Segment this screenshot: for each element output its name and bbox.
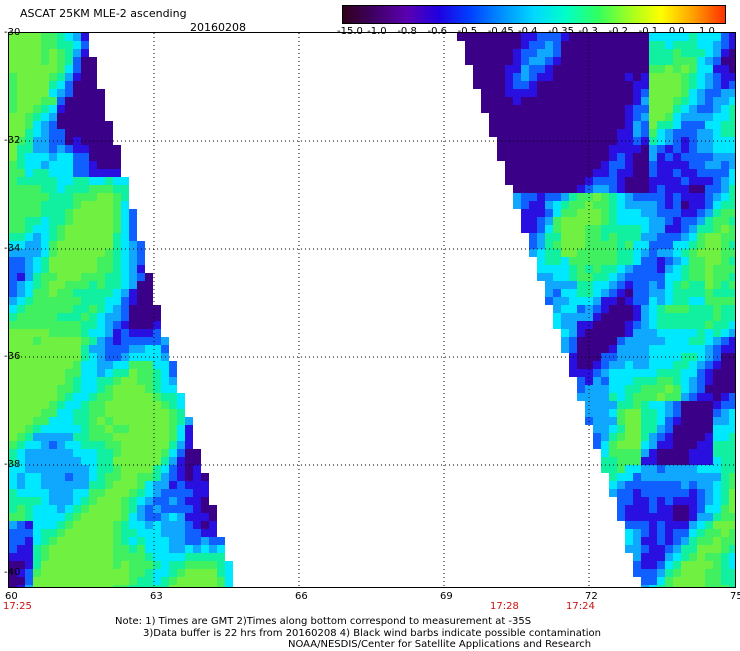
latitude-tick-label: -32 xyxy=(4,135,21,146)
longitude-tick-label: 72 xyxy=(585,591,598,602)
colorbar-tick-label: -0.6 xyxy=(427,26,448,37)
note-line-1: Note: 1) Times are GMT 2)Times along bot… xyxy=(115,616,532,627)
note-line-2: 3)Data buffer is 22 hrs from 20160208 4)… xyxy=(143,627,601,639)
colorbar-tick-label: 0.0 xyxy=(668,26,685,37)
latitude-tick-label: -40 xyxy=(4,567,21,578)
swath-map xyxy=(9,33,735,587)
colorbar-tick-label: -0.35 xyxy=(548,26,575,37)
colorbar-tick-label: -15.0 xyxy=(337,26,363,37)
map-plot xyxy=(8,32,736,588)
time-label-left: 17:25 xyxy=(3,601,32,612)
latitude-tick-label: -30 xyxy=(4,27,21,38)
chart-date: 20160208 xyxy=(190,21,246,34)
longitude-tick-label: 60 xyxy=(5,591,18,602)
colorbar-tick-label: -0.8 xyxy=(397,26,417,37)
colorbar-tick-label: -0.3 xyxy=(578,26,598,37)
longitude-tick-label: 69 xyxy=(440,591,453,602)
latitude-tick-label: -34 xyxy=(4,243,21,254)
time-label-right: 17:24 xyxy=(566,601,595,612)
latitude-tick-label: -38 xyxy=(4,459,21,470)
colorbar-tick-label: -0.5 xyxy=(457,26,478,37)
footnotes: Note: 1) Times are GMT 2)Times along bot… xyxy=(115,616,601,651)
colorbar-tick-label: 1.0 xyxy=(699,26,715,37)
colorbar-tick-label: -0.1 xyxy=(638,26,659,37)
latitude-tick-label: -36 xyxy=(4,351,21,362)
chart-title: ASCAT 25KM MLE-2 ascending xyxy=(20,7,187,20)
longitude-tick-label: 75 xyxy=(730,591,740,602)
time-label-mid: 17:28 xyxy=(490,601,519,612)
swath-cells xyxy=(9,33,735,587)
longitude-tick-label: 63 xyxy=(150,591,163,602)
colorbar-tick-label: -0.45 xyxy=(487,26,514,37)
note-line-3: NOAA/NESDIS/Center for Satellite Applica… xyxy=(288,639,592,650)
colorbar-tick-label: -0.2 xyxy=(608,26,629,37)
colorbar-tick-label: -1.0 xyxy=(367,26,387,37)
longitude-tick-label: 66 xyxy=(295,591,308,602)
colorbar xyxy=(342,5,726,24)
colorbar-tick-label: -0.4 xyxy=(518,26,538,37)
